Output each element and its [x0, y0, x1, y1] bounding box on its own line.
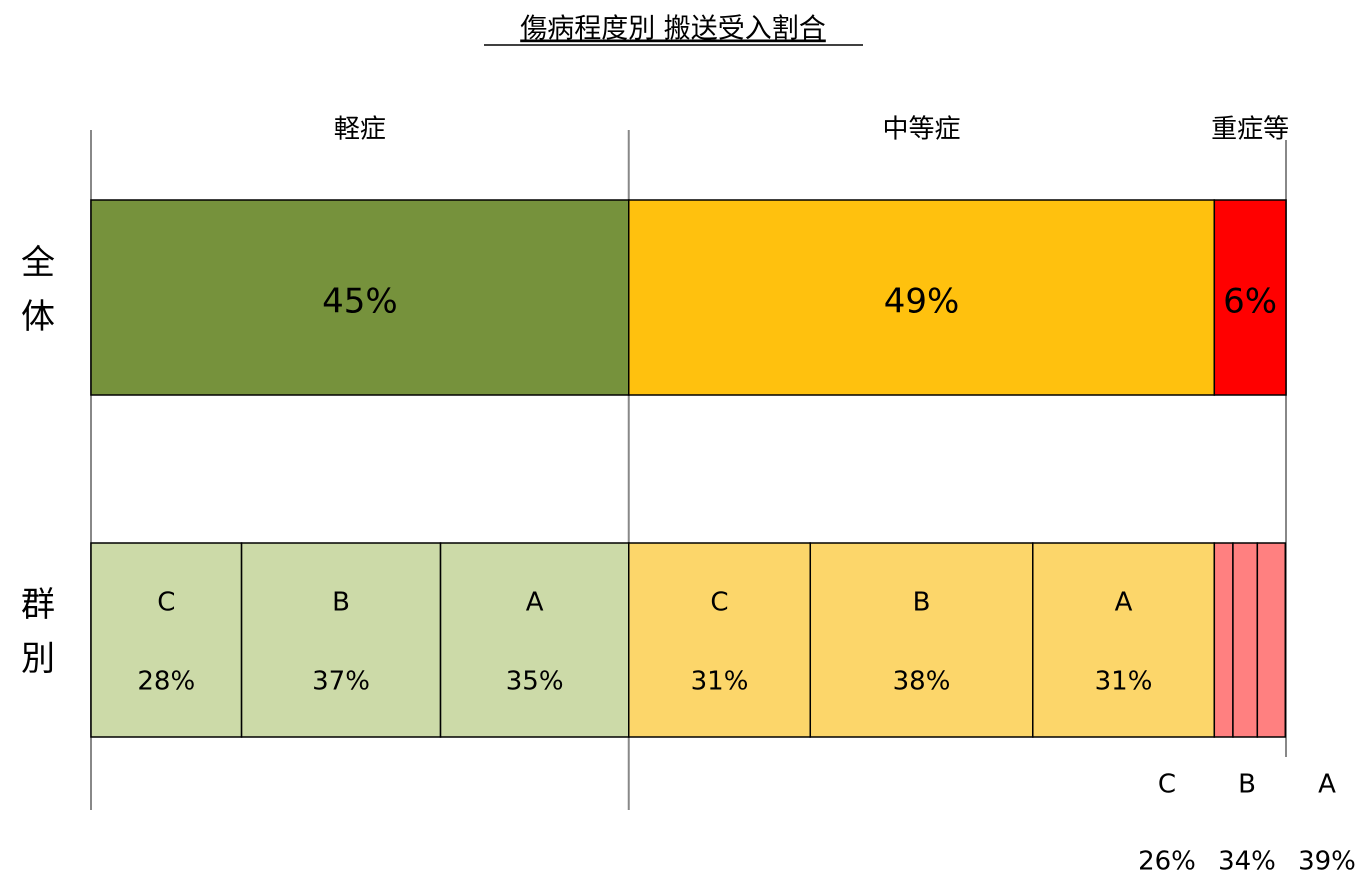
group-name: B	[1238, 770, 1256, 800]
group-bar	[1032, 542, 1216, 738]
group-name: A	[1318, 770, 1336, 800]
group-value-label: 31%	[691, 667, 749, 697]
group-value-label: 39%	[1298, 847, 1356, 877]
value-label: 49%	[884, 282, 960, 322]
group-bar	[90, 542, 243, 738]
row-label: 群別	[15, 586, 55, 694]
group-value-label: 38%	[893, 667, 951, 697]
severity-bar	[628, 199, 1216, 396]
group-value-label: 37%	[312, 667, 370, 697]
group-bar	[628, 542, 812, 738]
group-value-label: 28%	[137, 667, 195, 697]
group-name: B	[913, 588, 931, 618]
group-value-label: 31%	[1095, 667, 1153, 697]
group-value-label: 34%	[1218, 847, 1276, 877]
group-bar	[1256, 542, 1287, 738]
group-name: B	[332, 588, 350, 618]
row-label: 全体	[15, 244, 55, 352]
group-name: C	[1158, 770, 1176, 800]
group-value-label: 35%	[506, 667, 564, 697]
value-label: 6%	[1223, 282, 1277, 322]
group-bar	[240, 542, 442, 738]
value-label: 45%	[322, 282, 398, 322]
group-name: C	[157, 588, 175, 618]
group-name: A	[1115, 588, 1133, 618]
group-value-label: 26%	[1138, 847, 1196, 877]
severity-label: 重症等	[1211, 115, 1289, 145]
group-bar	[1213, 542, 1234, 738]
group-bar	[809, 542, 1034, 738]
group-name: C	[710, 588, 728, 618]
severity-bar	[90, 199, 630, 396]
group-bar	[439, 542, 630, 738]
severity-label: 軽症	[334, 115, 386, 145]
chart-title: 傷病程度別 搬送受入割合	[520, 14, 826, 45]
severity-bar	[1213, 199, 1287, 396]
severity-label: 中等症	[883, 115, 961, 145]
group-bar	[1232, 542, 1259, 738]
group-name: A	[526, 588, 544, 618]
